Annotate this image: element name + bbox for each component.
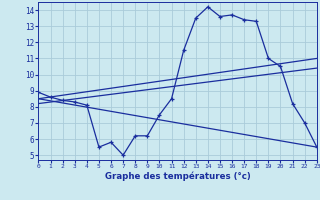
- X-axis label: Graphe des températures (°c): Graphe des températures (°c): [105, 172, 251, 181]
